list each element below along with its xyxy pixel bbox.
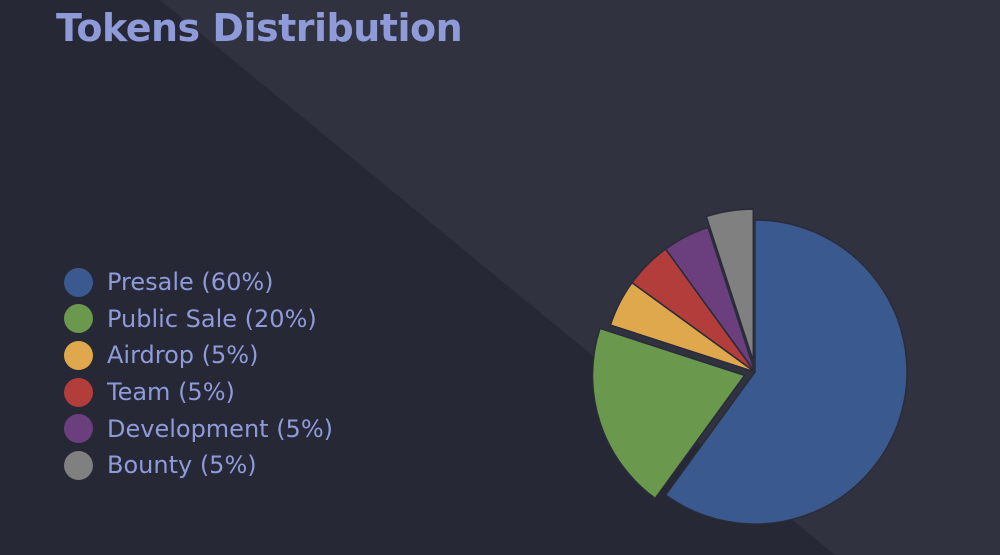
legend-item: Public Sale (20%) xyxy=(64,301,333,338)
chart-legend: Presale (60%) Public Sale (20%) Airdrop (5… xyxy=(64,264,333,484)
legend-label: Public Sale (20%) xyxy=(107,304,317,333)
pie-slice xyxy=(705,208,755,362)
legend-label: Presale (60%) xyxy=(107,268,274,297)
pie-slice xyxy=(591,327,746,500)
legend-swatch xyxy=(64,450,93,480)
legend-label: Bounty (5%) xyxy=(107,451,257,480)
legend-label: Airdrop (5%) xyxy=(107,341,259,370)
legend-swatch xyxy=(64,377,93,407)
legend-item: Presale (60%) xyxy=(64,264,333,301)
legend-item: Development (5%) xyxy=(64,410,333,447)
legend-swatch xyxy=(64,340,93,370)
legend-item: Team (5%) xyxy=(64,374,333,411)
legend-item: Airdrop (5%) xyxy=(64,337,333,374)
legend-swatch xyxy=(64,414,93,444)
legend-label: Development (5%) xyxy=(107,414,333,443)
page-title: Tokens Distribution xyxy=(56,6,463,50)
pie-slice xyxy=(664,226,756,373)
legend-swatch xyxy=(64,267,93,297)
legend-label: Team (5%) xyxy=(107,378,235,407)
legend-swatch xyxy=(64,304,93,334)
pie-slice xyxy=(664,219,908,525)
legend-item: Bounty (5%) xyxy=(64,447,333,484)
